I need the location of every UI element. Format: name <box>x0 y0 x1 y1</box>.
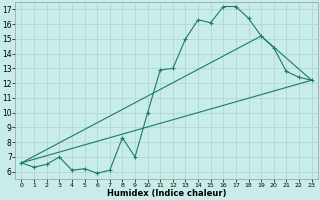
X-axis label: Humidex (Indice chaleur): Humidex (Indice chaleur) <box>107 189 226 198</box>
